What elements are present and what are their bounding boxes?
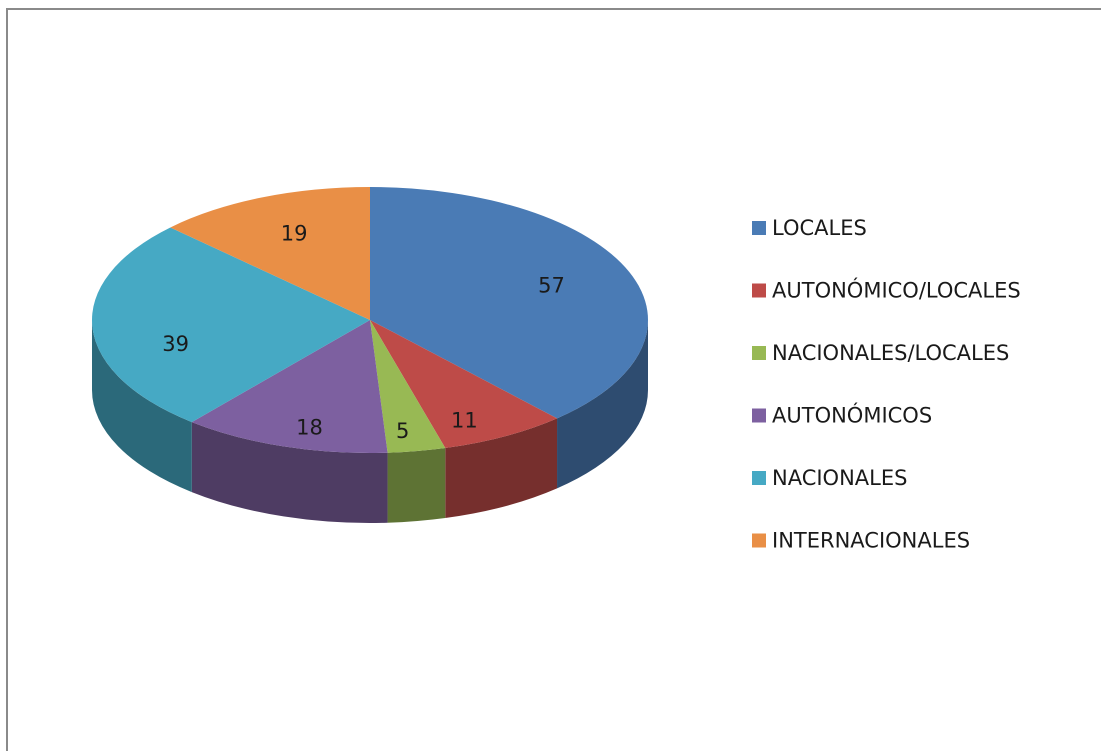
legend-label: AUTONÓMICO/LOCALES	[772, 278, 1021, 303]
slice	[92, 227, 370, 423]
slice	[370, 320, 558, 449]
slice	[370, 320, 446, 453]
slice-side	[445, 418, 558, 519]
data-labels: 57 11 5 18 39 19	[162, 221, 565, 443]
legend-swatch	[752, 346, 766, 360]
legend-label: NACIONALES	[772, 466, 907, 490]
slice	[370, 187, 648, 419]
slice-side	[191, 422, 388, 523]
legend: LOCALES AUTONÓMICO/LOCALES NACIONALES/LOCA…	[752, 216, 1021, 553]
slice	[191, 320, 388, 453]
slice-side	[557, 320, 648, 489]
slice	[170, 187, 370, 320]
legend-swatch	[752, 408, 766, 423]
legend-swatch	[752, 533, 766, 548]
slice-side	[92, 320, 192, 493]
legend-swatch	[752, 471, 766, 485]
data-label: 18	[296, 415, 323, 439]
pie-tops	[92, 187, 648, 453]
legend-label: INTERNACIONALES	[772, 529, 970, 553]
data-label: 5	[396, 419, 409, 443]
legend-label: AUTONÓMICOS	[772, 403, 932, 428]
legend-label: NACIONALES/LOCALES	[772, 341, 1009, 365]
legend-swatch	[752, 221, 766, 235]
data-label: 11	[451, 408, 478, 432]
legend-label: LOCALES	[772, 216, 867, 240]
data-label: 19	[281, 221, 308, 245]
slice-side	[387, 448, 446, 523]
pie-sides	[92, 320, 648, 523]
data-label: 57	[538, 273, 565, 297]
data-label: 39	[162, 332, 189, 356]
legend-swatch	[752, 283, 766, 298]
